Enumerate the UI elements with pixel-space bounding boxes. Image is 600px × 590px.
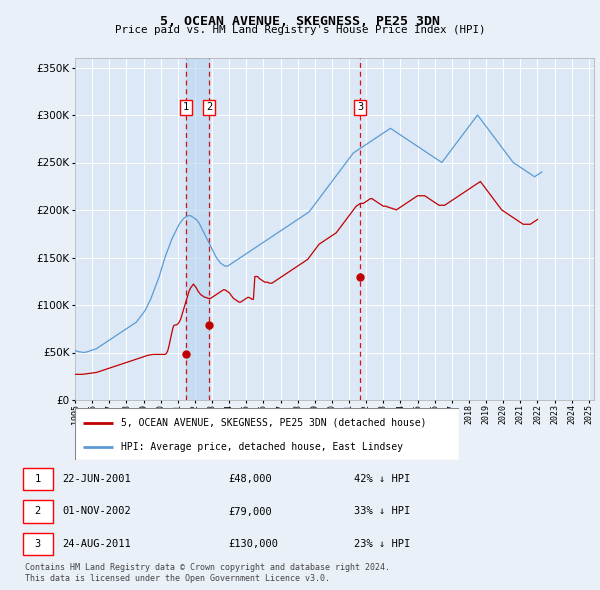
Text: 42% ↓ HPI: 42% ↓ HPI (354, 474, 410, 484)
Text: 5, OCEAN AVENUE, SKEGNESS, PE25 3DN (detached house): 5, OCEAN AVENUE, SKEGNESS, PE25 3DN (det… (121, 418, 427, 428)
Text: 22-JUN-2001: 22-JUN-2001 (62, 474, 131, 484)
Text: 1: 1 (35, 474, 41, 484)
Text: 3: 3 (35, 539, 41, 549)
Text: 2: 2 (206, 103, 212, 113)
Text: Price paid vs. HM Land Registry's House Price Index (HPI): Price paid vs. HM Land Registry's House … (115, 25, 485, 35)
FancyBboxPatch shape (75, 408, 459, 460)
Text: 33% ↓ HPI: 33% ↓ HPI (354, 506, 410, 516)
Text: 3: 3 (357, 103, 363, 113)
FancyBboxPatch shape (23, 533, 53, 555)
FancyBboxPatch shape (23, 468, 53, 490)
Text: 5, OCEAN AVENUE, SKEGNESS, PE25 3DN: 5, OCEAN AVENUE, SKEGNESS, PE25 3DN (160, 15, 440, 28)
FancyBboxPatch shape (23, 500, 53, 523)
Text: 24-AUG-2011: 24-AUG-2011 (62, 539, 131, 549)
Text: 23% ↓ HPI: 23% ↓ HPI (354, 539, 410, 549)
Text: 2: 2 (35, 506, 41, 516)
Text: 01-NOV-2002: 01-NOV-2002 (62, 506, 131, 516)
Text: £79,000: £79,000 (228, 506, 272, 516)
Text: 1: 1 (182, 103, 189, 113)
Text: £130,000: £130,000 (228, 539, 278, 549)
Text: £48,000: £48,000 (228, 474, 272, 484)
Text: Contains HM Land Registry data © Crown copyright and database right 2024.
This d: Contains HM Land Registry data © Crown c… (25, 563, 391, 583)
Text: HPI: Average price, detached house, East Lindsey: HPI: Average price, detached house, East… (121, 442, 403, 452)
Bar (186, 58, 209, 400)
